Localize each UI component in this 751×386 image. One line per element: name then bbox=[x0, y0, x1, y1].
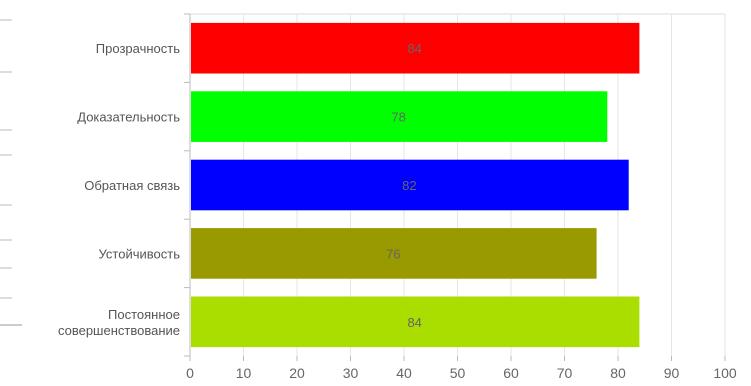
x-tick-label: 90 bbox=[664, 365, 680, 381]
bar bbox=[191, 22, 640, 74]
category-labels: Прозрачность Доказательность Обратная связ… bbox=[58, 41, 180, 338]
category-label: Доказательность bbox=[77, 110, 180, 125]
data-label: 84 bbox=[407, 41, 421, 56]
data-label: 84 bbox=[407, 315, 421, 330]
bar bbox=[191, 91, 608, 142]
x-tick-label: 10 bbox=[236, 365, 252, 381]
x-tick-label: 70 bbox=[557, 365, 573, 381]
left-edge-marks bbox=[0, 19, 22, 326]
bars bbox=[191, 22, 640, 348]
x-tick-label: 100 bbox=[713, 365, 737, 381]
bar bbox=[191, 228, 597, 279]
category-label: Постоянное совершенствование bbox=[58, 307, 180, 338]
x-tick-labels: 0 10 20 30 40 50 60 70 80 90 100 bbox=[186, 365, 737, 381]
x-tick-label: 20 bbox=[289, 365, 305, 381]
bar bbox=[191, 296, 640, 348]
category-label: Устойчивость bbox=[99, 246, 181, 261]
x-tick-label: 30 bbox=[343, 365, 359, 381]
data-label: 82 bbox=[402, 178, 416, 193]
bar bbox=[191, 159, 629, 211]
x-tick-label: 80 bbox=[610, 365, 626, 381]
x-tick-label: 0 bbox=[186, 365, 194, 381]
x-tick-label: 60 bbox=[503, 365, 519, 381]
x-tick-label: 40 bbox=[396, 365, 412, 381]
category-label: Прозрачность bbox=[96, 41, 180, 56]
data-label: 78 bbox=[391, 110, 405, 125]
data-label: 76 bbox=[386, 246, 400, 261]
category-label: Обратная связь bbox=[84, 178, 180, 193]
data-labels: 84 78 82 76 84 bbox=[386, 41, 422, 330]
x-tick-label: 50 bbox=[450, 365, 466, 381]
